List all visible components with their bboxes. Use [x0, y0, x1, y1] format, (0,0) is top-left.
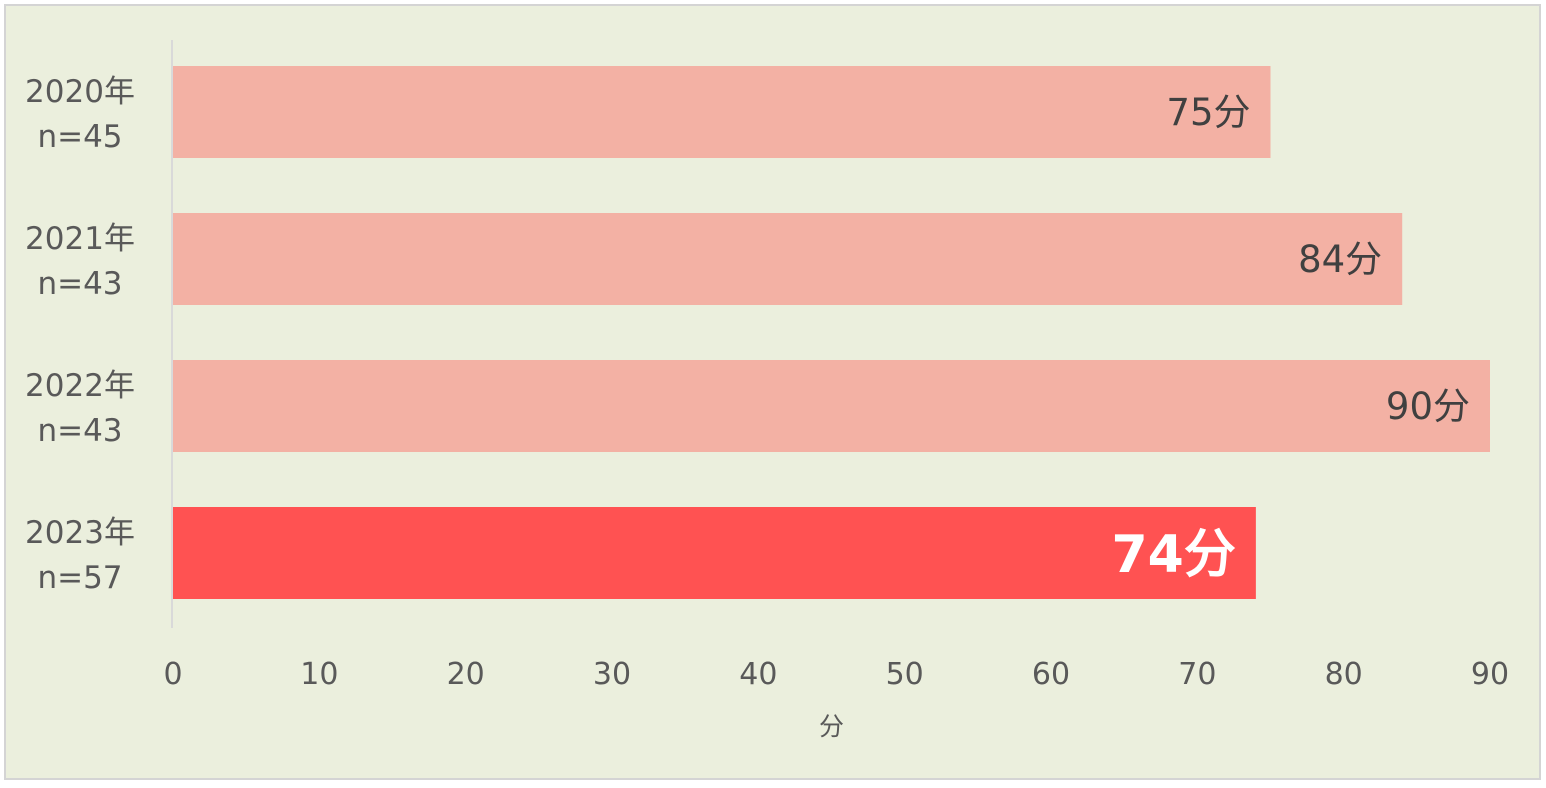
x-tick-label-10: 10 — [300, 657, 338, 692]
category-n-label-2: n=43 — [37, 413, 122, 449]
x-tick-label-80: 80 — [1325, 657, 1363, 692]
value-label-3: 74分 — [1111, 525, 1235, 585]
x-axis-title: 分 — [819, 712, 844, 741]
chart-frame: 2020年 n=45 2021年 n=43 2022年 n=43 2023年 n=57 0 10… — [4, 4, 1541, 780]
bar-2 — [173, 360, 1490, 452]
category-n-label-1: n=43 — [37, 266, 122, 302]
x-tick-label-30: 30 — [593, 657, 631, 692]
x-tick-label-0: 0 — [163, 657, 182, 692]
value-label-0: 75分 — [1166, 91, 1250, 134]
bar-0 — [173, 66, 1271, 158]
x-tick-label-60: 60 — [1032, 657, 1070, 692]
category-year-label-0: 2020年 — [25, 74, 135, 110]
x-tick-label-90: 90 — [1471, 657, 1509, 692]
category-year-label-3: 2023年 — [25, 515, 135, 551]
bars-layer — [173, 66, 1490, 599]
bar-3 — [173, 507, 1256, 599]
category-n-label-0: n=45 — [37, 119, 122, 155]
value-labels: 75分 84分 90分 74分 — [1111, 91, 1470, 585]
x-tick-label-50: 50 — [886, 657, 924, 692]
x-axis-ticks: 0 10 20 30 40 50 60 70 80 90 — [163, 657, 1509, 692]
x-tick-label-40: 40 — [739, 657, 777, 692]
x-tick-label-70: 70 — [1178, 657, 1216, 692]
category-year-label-2: 2022年 — [25, 368, 135, 404]
category-labels: 2020年 n=45 2021年 n=43 2022年 n=43 2023年 n=57 — [25, 74, 135, 596]
bar-chart: 2020年 n=45 2021年 n=43 2022年 n=43 2023年 n=57 0 10… — [25, 40, 1509, 741]
value-label-1: 84分 — [1298, 238, 1382, 281]
bar-1 — [173, 213, 1403, 305]
category-year-label-1: 2021年 — [25, 221, 135, 257]
category-n-label-3: n=57 — [37, 560, 122, 596]
x-tick-label-20: 20 — [447, 657, 485, 692]
value-label-2: 90分 — [1386, 385, 1470, 428]
